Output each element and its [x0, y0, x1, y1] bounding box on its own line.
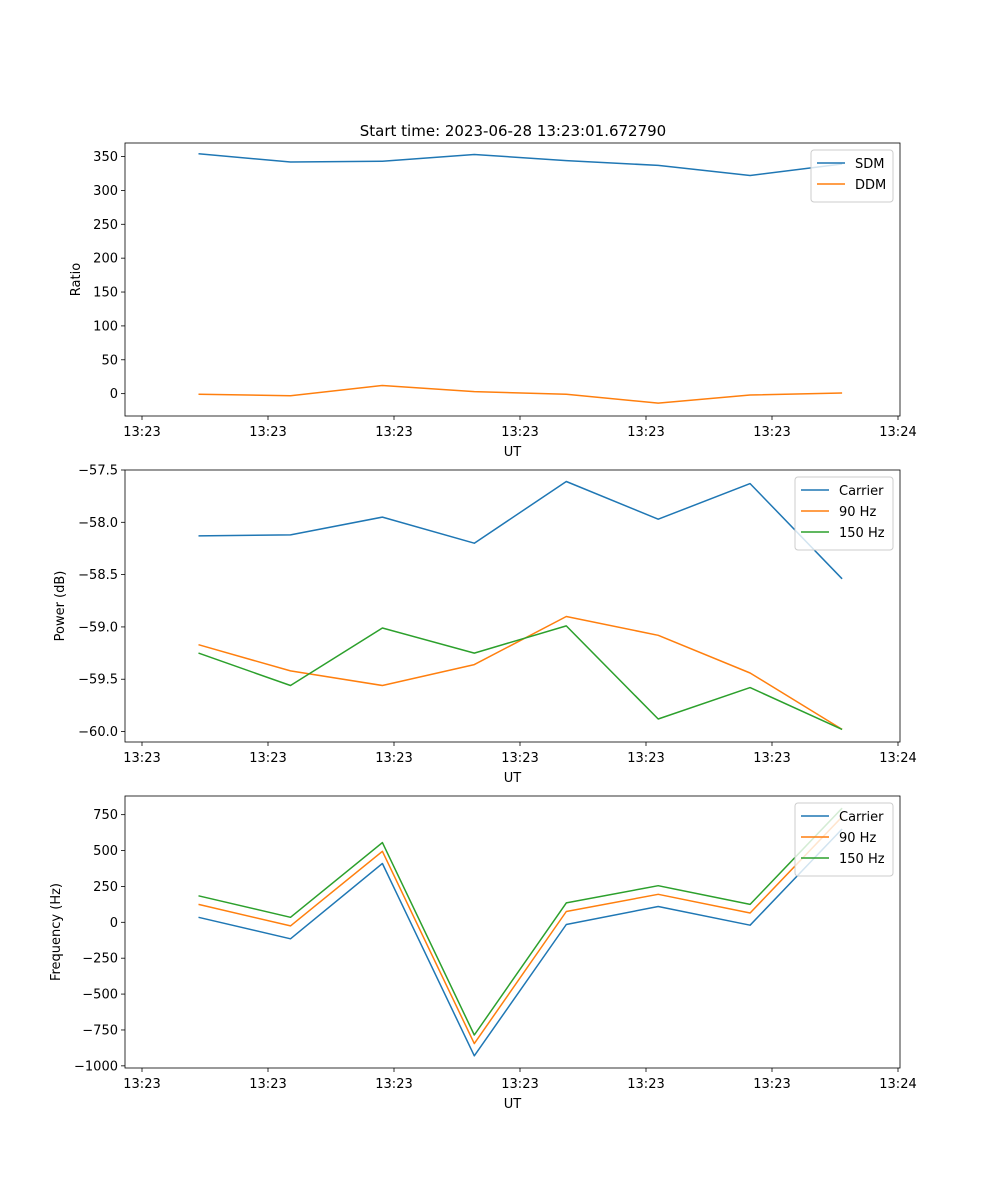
y-tick-label: −1000 [74, 1059, 118, 1074]
x-tick-label: 13:23 [501, 1077, 538, 1092]
y-tick-label: −59.0 [78, 620, 118, 635]
x-tick-label: 13:23 [753, 425, 790, 440]
x-tick-label: 13:24 [879, 751, 916, 766]
legend-label: DDM [855, 178, 886, 193]
series-line-2 [198, 615, 843, 731]
y-tick-label: 350 [93, 150, 118, 165]
x-tick-label: 13:23 [627, 1077, 664, 1092]
y-tick-label: 250 [93, 218, 118, 233]
axes-3: 13:23 13:23 13:23 13:23 13:23 13:23 13:24 −1000… [49, 795, 917, 1112]
x-tick-label: 13:23 [249, 751, 286, 766]
x-tick-label: 13:23 [123, 751, 160, 766]
x-tick-label: 13:23 [123, 1077, 160, 1092]
x-tick-label: 13:23 [753, 1077, 790, 1092]
x-tick-label: 13:23 [249, 1077, 286, 1092]
y-tick-label: 0 [110, 387, 118, 402]
y-tick-label: 0 [110, 916, 118, 931]
x-axis-label: UT [504, 771, 522, 786]
series-line-2 [198, 816, 843, 1045]
y-tick-label: 150 [93, 286, 118, 301]
y-tick-label: 50 [101, 353, 118, 368]
series-line-1 [198, 480, 843, 580]
x-tick-label: 13:23 [501, 425, 538, 440]
x-tick-label: 13:24 [879, 425, 916, 440]
y-tick-label: −60.0 [78, 725, 118, 740]
legend-label: 90 Hz [839, 831, 876, 846]
axes-frame [124, 142, 901, 417]
x-tick-label: 13:23 [375, 751, 412, 766]
y-tick-label: 200 [93, 252, 118, 267]
y-tick-label: 250 [93, 880, 118, 895]
axes-frame [124, 795, 901, 1069]
y-tick-label: −750 [82, 1023, 118, 1038]
legend-label: SDM [855, 157, 884, 172]
series-line-3 [198, 625, 843, 731]
y-tick-label: 100 [93, 319, 118, 334]
legend-label: 150 Hz [839, 526, 885, 541]
x-axis-label: UT [504, 445, 522, 460]
y-tick-label: 300 [93, 184, 118, 199]
axes-frame [124, 469, 901, 743]
y-tick-label: −58.0 [78, 516, 118, 531]
figure-title: Start time: 2023-06-28 13:23:01.672790 [360, 122, 666, 140]
x-tick-label: 13:23 [375, 1077, 412, 1092]
y-tick-label: 500 [93, 844, 118, 859]
series-line-3 [198, 807, 843, 1036]
legend-label: Carrier [839, 810, 884, 825]
x-tick-label: 13:23 [501, 751, 538, 766]
legend-label: Carrier [839, 484, 884, 499]
y-axis-label: Frequency (Hz) [49, 883, 64, 981]
x-tick-label: 13:23 [249, 425, 286, 440]
y-tick-label: −57.5 [78, 464, 118, 479]
y-tick-label: −59.5 [78, 673, 118, 688]
y-axis-label: Power (dB) [53, 571, 68, 642]
y-tick-label: −250 [82, 952, 118, 967]
legend: Carrier 90 Hz 150 Hz [794, 802, 894, 877]
y-tick-label: −58.5 [78, 568, 118, 583]
axes-2: 13:23 13:23 13:23 13:23 13:23 13:23 13:24 −60.0… [53, 464, 917, 787]
x-tick-label: 13:23 [627, 425, 664, 440]
x-tick-label: 13:23 [627, 751, 664, 766]
legend-label: 150 Hz [839, 852, 885, 867]
y-axis-label: Ratio [69, 263, 84, 296]
legend: Carrier 90 Hz 150 Hz [794, 476, 894, 551]
y-tick-label: 750 [93, 808, 118, 823]
x-tick-label: 13:23 [753, 751, 790, 766]
x-axis-label: UT [504, 1097, 522, 1112]
legend-label: 90 Hz [839, 505, 876, 520]
series-line-2 [198, 384, 843, 404]
y-tick-label: −500 [82, 988, 118, 1003]
series-line-1 [198, 828, 843, 1057]
axes-1: 13:23 13:23 13:23 13:23 13:23 13:23 13:24 0 50 10… [69, 142, 917, 460]
legend: SDM DDM [810, 149, 894, 203]
x-tick-label: 13:24 [879, 1077, 916, 1092]
series-line-1 [198, 153, 843, 177]
x-tick-label: 13:23 [375, 425, 412, 440]
x-tick-label: 13:23 [123, 425, 160, 440]
